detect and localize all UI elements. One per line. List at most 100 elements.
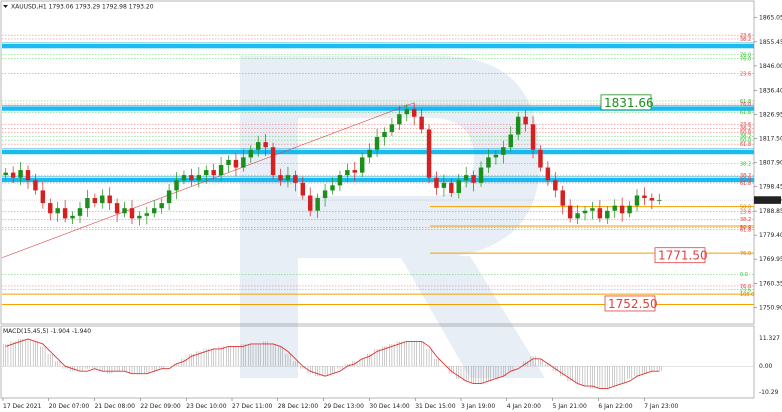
- candle-body: [85, 198, 90, 209]
- candle-body: [152, 208, 157, 214]
- last-price-box: [754, 196, 781, 204]
- candle-body: [114, 203, 120, 214]
- candle-body: [627, 205, 632, 214]
- candle-body: [270, 147, 276, 176]
- fib-label: 23.6: [740, 122, 751, 128]
- candle-body: [315, 198, 320, 211]
- candle-body: [3, 172, 8, 176]
- candle-body: [337, 175, 343, 186]
- x-tick-label: 27 Dec 11:00: [232, 403, 273, 410]
- y-tick-label: 1807.90: [759, 160, 782, 167]
- x-tick-label: 21 Dec 08:00: [95, 403, 136, 410]
- candle-body: [352, 170, 358, 173]
- candle-body: [404, 109, 409, 115]
- candle-body: [300, 182, 306, 196]
- candle-body: [48, 203, 53, 214]
- fib-label: 50.0: [740, 130, 751, 136]
- candle-body: [501, 147, 506, 155]
- candle-body: [233, 159, 239, 168]
- y-tick-label: 1855.45: [759, 39, 782, 46]
- y-tick-label: 1826.95: [759, 111, 782, 118]
- y-tick-label: 1846.00: [759, 63, 782, 70]
- candle-body: [226, 159, 231, 165]
- candle-body: [382, 131, 387, 138]
- candle-body: [92, 198, 98, 204]
- candle-body: [456, 180, 461, 193]
- price-annotation-text: 1771.50: [658, 249, 708, 263]
- candle-body: [575, 213, 580, 219]
- y-tick-label: 1836.40: [759, 87, 782, 94]
- candle-body: [560, 190, 565, 206]
- candle-body: [211, 170, 216, 176]
- candle-body: [100, 195, 105, 204]
- x-tick-label: 28 Dec 12:00: [278, 403, 319, 410]
- fib-label: 38.2: [740, 161, 751, 167]
- candle-body: [471, 175, 476, 183]
- candle-body: [137, 215, 142, 219]
- x-tick-label: 23 Dec 10:00: [186, 403, 227, 410]
- candle-body: [293, 175, 298, 183]
- candle-body: [367, 149, 372, 158]
- fib-label: 23.6: [740, 33, 751, 39]
- candle-body: [322, 190, 328, 199]
- fib-label: 50.0: [740, 177, 751, 183]
- macd-signal-line: [5, 338, 660, 390]
- fib-label: 61.8: [740, 142, 751, 148]
- support-band: [2, 177, 754, 183]
- candle-body: [62, 208, 68, 219]
- candle-body: [55, 208, 60, 214]
- candle-body: [107, 195, 112, 204]
- fib-label: 61.8: [740, 181, 751, 187]
- candle-body: [10, 172, 16, 178]
- candle-body: [330, 185, 335, 191]
- price-annotation-box: [654, 247, 706, 264]
- support-band: [2, 43, 754, 49]
- candle-body: [449, 182, 454, 193]
- fib-label: 23.6: [740, 210, 751, 216]
- y-tick-label: 1798.45: [759, 184, 782, 191]
- candle-body: [196, 175, 202, 181]
- candle-body: [77, 208, 83, 216]
- symbol-header-text: XAUUSD,H1 1793.06 1793.29 1792.98 1793.2…: [11, 4, 154, 11]
- x-tick-label: 6 Jan 22:00: [598, 403, 632, 410]
- candle-body: [619, 205, 625, 214]
- macd-title: MACD(15,45,5) -1.904 -1.940: [3, 328, 91, 335]
- candle-body: [508, 134, 513, 148]
- candle-body: [263, 142, 268, 148]
- fib-label: 38.2: [740, 134, 751, 140]
- candle-body: [634, 195, 640, 206]
- y-tick-label: 1788.85: [759, 208, 782, 215]
- fib-label: 50.0: [740, 225, 751, 231]
- candle-body: [657, 200, 662, 201]
- candle-body: [256, 142, 261, 150]
- candle-body: [426, 129, 432, 178]
- price-annotation-text: 1752.50: [608, 297, 658, 311]
- candle-body: [530, 124, 536, 150]
- candle-body: [70, 215, 75, 219]
- x-tick-label: 22 Dec 09:00: [140, 403, 181, 410]
- candle-body: [605, 210, 610, 219]
- triangle-down-icon[interactable]: [3, 5, 8, 8]
- candle-body: [345, 170, 350, 176]
- candle-body: [129, 208, 135, 219]
- candle-body: [278, 175, 283, 181]
- candle-body: [285, 175, 291, 181]
- y-tick-label: 1817.50: [759, 135, 782, 142]
- last-price-label: 1793.20: [757, 197, 782, 204]
- fib-label: 38.2: [740, 173, 751, 179]
- x-tick-label: 7 Jan 23:00: [644, 403, 678, 410]
- candle-body: [18, 170, 23, 178]
- candle-body: [411, 109, 417, 117]
- candle-body: [545, 167, 551, 181]
- candle-body: [374, 137, 380, 150]
- candle-body: [582, 210, 588, 214]
- level-label: 100.0: [740, 292, 754, 298]
- candle-body: [189, 175, 194, 181]
- candle-body: [478, 167, 484, 183]
- fib-label: 61.8: [740, 228, 751, 234]
- candle-body: [538, 149, 543, 168]
- candle-body: [204, 170, 209, 176]
- candle-body: [434, 177, 439, 188]
- candle-body: [523, 116, 528, 125]
